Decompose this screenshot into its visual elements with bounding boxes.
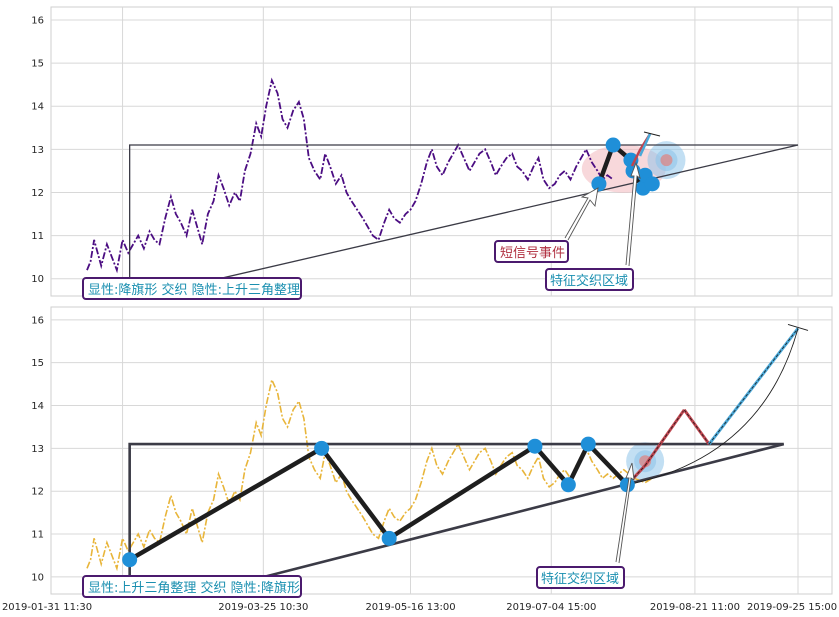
bottom-panel: 10 11 12 13 14 15 16 <box>31 306 833 595</box>
bottom-zone-label: 特征交织区域 <box>536 566 625 589</box>
pattern-node <box>381 530 397 546</box>
bottom-annotation-arrows <box>615 462 635 564</box>
top-main-label: 显性:降旗形 交织 隐性:上升三角整理 <box>82 277 302 300</box>
bottom-main-label: 显性:上升三角整理 交织 隐性:降旗形 <box>82 575 302 598</box>
top-signal-label: 短信号事件 <box>494 240 569 263</box>
triangle-lower <box>221 442 785 589</box>
top-signal-arrow <box>564 187 599 241</box>
pattern-node <box>605 137 621 153</box>
top-zone-label: 特征交织区域 <box>545 268 634 291</box>
top-price-series <box>86 77 614 274</box>
y-tick-label: 15 <box>31 59 44 70</box>
pattern-node <box>122 552 138 568</box>
forecast-dash <box>708 328 799 445</box>
forecast-curve <box>627 328 799 486</box>
pattern-node <box>619 477 635 493</box>
x-tick-label: 2019-01-31 11:30 <box>2 602 92 613</box>
top-forecast-blue <box>638 133 652 157</box>
forecast-dash <box>644 409 685 466</box>
top-annotation-arrows <box>564 131 661 267</box>
triangle-upper <box>129 144 798 296</box>
y-tick-label: 11 <box>31 231 44 242</box>
top-signal-label-text: 短信号事件 <box>500 246 565 261</box>
pattern-node <box>591 176 607 192</box>
bottom-plot-area <box>50 306 833 595</box>
x-tick-label: 2019-08-21 11:00 <box>650 602 740 613</box>
top-zone-arrow <box>625 161 641 267</box>
bottom-nodes <box>122 436 635 568</box>
x-tick-label: 2019-03-25 10:30 <box>218 602 308 613</box>
price-line <box>86 77 614 274</box>
bottom-zone-label-text: 特征交织区域 <box>541 571 619 587</box>
forecast-cap <box>787 323 809 331</box>
top-zone-label-text: 特征交织区域 <box>550 273 628 289</box>
top-plot-area <box>50 6 833 297</box>
x-tick-label: 2019-09-25 15:00 <box>747 602 837 613</box>
top-forecast-cap <box>643 131 661 137</box>
top-panel: 10 11 12 13 14 15 16 <box>31 6 833 297</box>
pattern-node <box>580 436 596 452</box>
y-tick-label: 12 <box>31 188 44 199</box>
zone-center <box>660 154 673 167</box>
y-tick-label: 10 <box>31 572 44 583</box>
bottom-price-series <box>86 377 653 572</box>
bottom-main-label-text: 显性:上升三角整理 交织 隐性:降旗形 <box>88 580 300 596</box>
top-triangle <box>129 144 799 296</box>
forecast-dash <box>683 409 710 445</box>
pattern-node <box>644 176 660 192</box>
forecast-dash <box>627 465 646 486</box>
bottom-triangle <box>128 442 785 594</box>
zone-center <box>639 455 652 468</box>
y-tick-label: 16 <box>31 15 44 26</box>
y-tick-label: 14 <box>31 102 44 113</box>
y-tick-label: 13 <box>31 145 44 156</box>
top-y-ticks: 10 11 12 13 14 15 16 <box>31 15 44 285</box>
top-grid <box>51 7 832 296</box>
x-tick-label: 2019-07-04 15:00 <box>506 602 596 613</box>
y-tick-label: 11 <box>31 530 44 541</box>
x-tick-labels: 2019-01-31 11:30 2019-03-25 10:30 2019-05-… <box>2 602 837 613</box>
bottom-grid <box>51 307 832 594</box>
top-main-label-text: 显性:降旗形 交织 隐性:上升三角整理 <box>88 282 300 298</box>
y-tick-label: 13 <box>31 444 44 455</box>
x-tick-label: 2019-05-16 13:00 <box>365 602 455 613</box>
y-tick-label: 12 <box>31 487 44 498</box>
price-line <box>86 377 653 572</box>
bottom-zone-arrow <box>615 462 635 564</box>
y-tick-label: 14 <box>31 401 44 412</box>
triangle-lower <box>172 144 799 291</box>
pattern-node <box>314 440 330 456</box>
triangle-upper <box>128 442 784 594</box>
y-tick-label: 10 <box>31 274 44 285</box>
pattern-node <box>527 438 543 454</box>
y-tick-label: 15 <box>31 358 44 369</box>
bottom-y-ticks: 10 11 12 13 14 15 16 <box>31 315 44 583</box>
pattern-node <box>560 477 576 493</box>
y-tick-label: 16 <box>31 315 44 326</box>
bottom-forecast <box>626 323 809 486</box>
